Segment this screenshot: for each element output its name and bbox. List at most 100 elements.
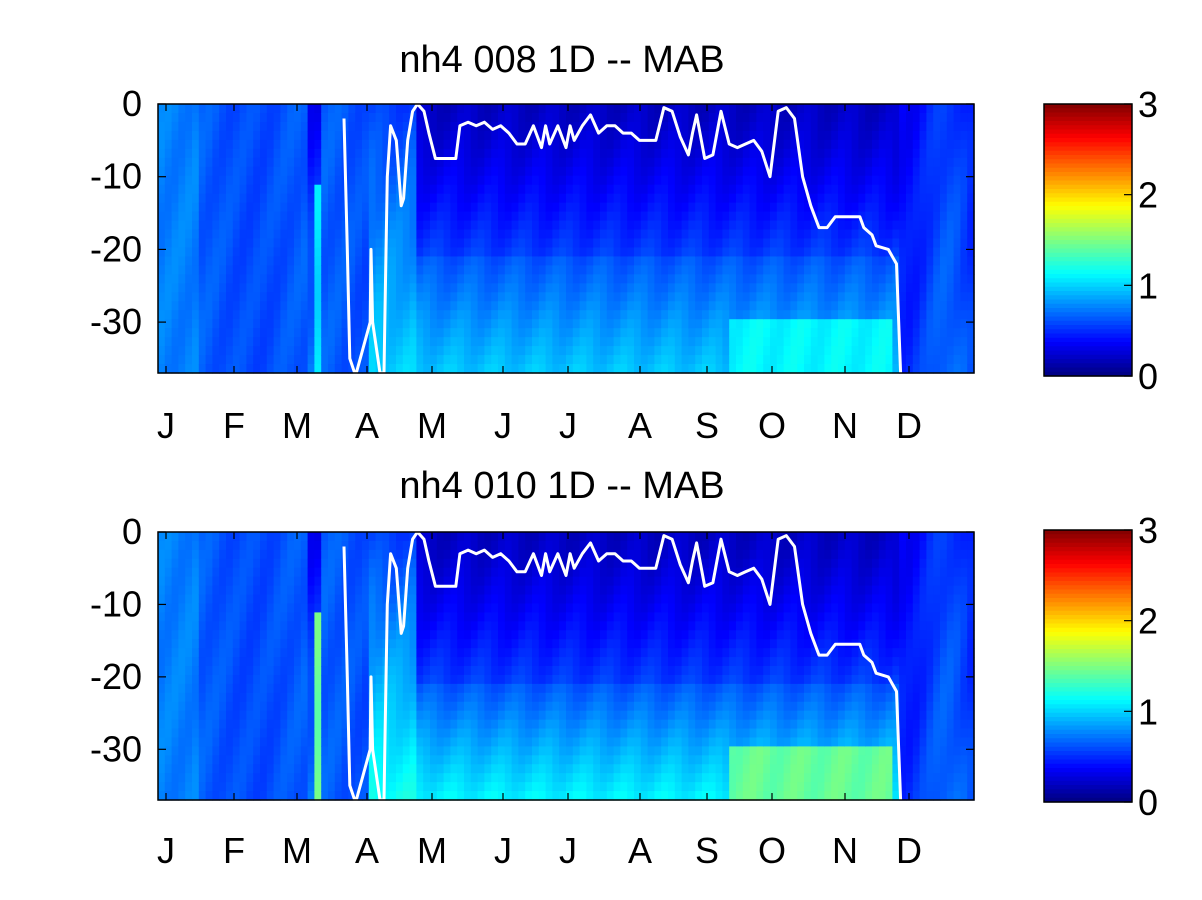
heatmap-cell <box>226 576 234 587</box>
heatmap-cell <box>253 710 261 721</box>
heatmap-cell <box>280 549 288 560</box>
heatmap-cell <box>525 310 533 320</box>
heatmap-cell <box>239 355 247 365</box>
heatmap-cell <box>817 328 825 338</box>
heatmap-cell <box>212 746 220 756</box>
heatmap-cell <box>416 319 424 329</box>
heatmap-cell <box>314 274 322 284</box>
heatmap-cell <box>749 175 757 186</box>
heatmap-cell <box>729 184 737 195</box>
heatmap-cell <box>518 166 526 177</box>
heatmap-cell <box>681 202 689 213</box>
heatmap-cell <box>817 301 825 311</box>
heatmap-cell <box>409 648 417 658</box>
heatmap-cell <box>300 585 309 596</box>
heatmap-cell <box>899 301 907 311</box>
heatmap-cell <box>205 319 213 329</box>
heatmap-cell <box>226 594 234 605</box>
heatmap-cell <box>613 166 621 177</box>
heatmap-cell <box>838 238 846 249</box>
heatmap-cell <box>389 648 397 658</box>
heatmap-cell <box>640 355 649 365</box>
heatmap-cell <box>647 292 655 302</box>
heatmap-cell <box>436 648 445 658</box>
heatmap-cell <box>620 229 628 240</box>
heatmap-cell <box>355 710 363 721</box>
heatmap-cell <box>484 328 492 338</box>
heatmap-cell <box>518 130 526 141</box>
heatmap-cell <box>260 184 268 195</box>
heatmap-cell <box>681 346 689 356</box>
heatmap-cell <box>307 247 315 258</box>
heatmap-cell <box>348 319 356 329</box>
heatmap-cell <box>776 319 785 329</box>
heatmap-cell <box>212 701 220 712</box>
heatmap-cell <box>600 364 608 374</box>
heatmap-cell <box>246 585 254 596</box>
heatmap-cell <box>559 220 567 231</box>
heatmap-cell <box>504 104 513 114</box>
heatmap-cell <box>443 175 451 186</box>
heatmap-cell <box>294 148 302 159</box>
heatmap-cell <box>885 157 893 168</box>
heatmap-cell <box>280 683 288 694</box>
heatmap-cell <box>409 791 417 801</box>
heatmap-cell <box>171 274 179 284</box>
heatmap-cell <box>824 112 832 123</box>
heatmap-cell <box>314 746 322 756</box>
heatmap-cell <box>647 319 655 329</box>
heatmap-cell <box>185 674 193 685</box>
heatmap-cell <box>722 184 730 195</box>
heatmap-cell <box>559 328 567 338</box>
heatmap-cell <box>341 292 349 302</box>
heatmap-cell <box>953 247 961 258</box>
heatmap-cell <box>362 211 370 222</box>
heatmap-cell <box>498 256 506 266</box>
heatmap-cell <box>396 648 404 658</box>
heatmap-cell <box>294 319 302 329</box>
heatmap-cell <box>749 220 757 231</box>
heatmap-cell <box>300 728 309 739</box>
heatmap-cell <box>239 157 247 168</box>
heatmap-cell <box>457 148 465 159</box>
heatmap-cell <box>389 220 397 231</box>
heatmap-cell <box>688 238 696 249</box>
heatmap-cell <box>525 193 533 204</box>
heatmap-cell <box>328 666 336 676</box>
heatmap-cell <box>817 364 825 374</box>
heatmap-cell <box>355 728 363 739</box>
heatmap-cell <box>334 540 343 551</box>
heatmap-cell <box>552 130 560 141</box>
heatmap-cell <box>708 265 717 275</box>
heatmap-cell <box>477 256 485 266</box>
heatmap-cell <box>409 220 417 231</box>
heatmap-cell <box>756 139 764 150</box>
heatmap-cell <box>926 184 934 195</box>
heatmap-cell <box>831 139 839 150</box>
heatmap-cell <box>566 337 574 347</box>
heatmap-cell <box>423 229 431 240</box>
heatmap-cell <box>579 238 587 249</box>
heatmap-cell <box>185 532 193 542</box>
heatmap-cell <box>919 148 927 159</box>
heatmap-cell <box>198 773 207 783</box>
heatmap-cell <box>226 648 234 658</box>
heatmap-cell <box>314 558 322 569</box>
heatmap-cell <box>729 247 737 258</box>
heatmap-cell <box>226 746 234 756</box>
heatmap-cell <box>946 310 955 320</box>
heatmap-cell <box>178 683 186 694</box>
heatmap-cell <box>579 229 587 240</box>
heatmap-cell <box>831 112 839 123</box>
heatmap-cell <box>613 130 621 141</box>
heatmap-cell <box>348 130 356 141</box>
heatmap-cell <box>858 157 866 168</box>
heatmap-cell <box>328 558 336 569</box>
heatmap-cell <box>314 283 322 293</box>
heatmap-cell <box>294 549 302 560</box>
heatmap-cell <box>266 585 275 596</box>
heatmap-cell <box>443 139 451 150</box>
heatmap-cell <box>246 175 254 186</box>
heatmap-cell <box>498 157 506 168</box>
heatmap-cell <box>164 211 173 222</box>
